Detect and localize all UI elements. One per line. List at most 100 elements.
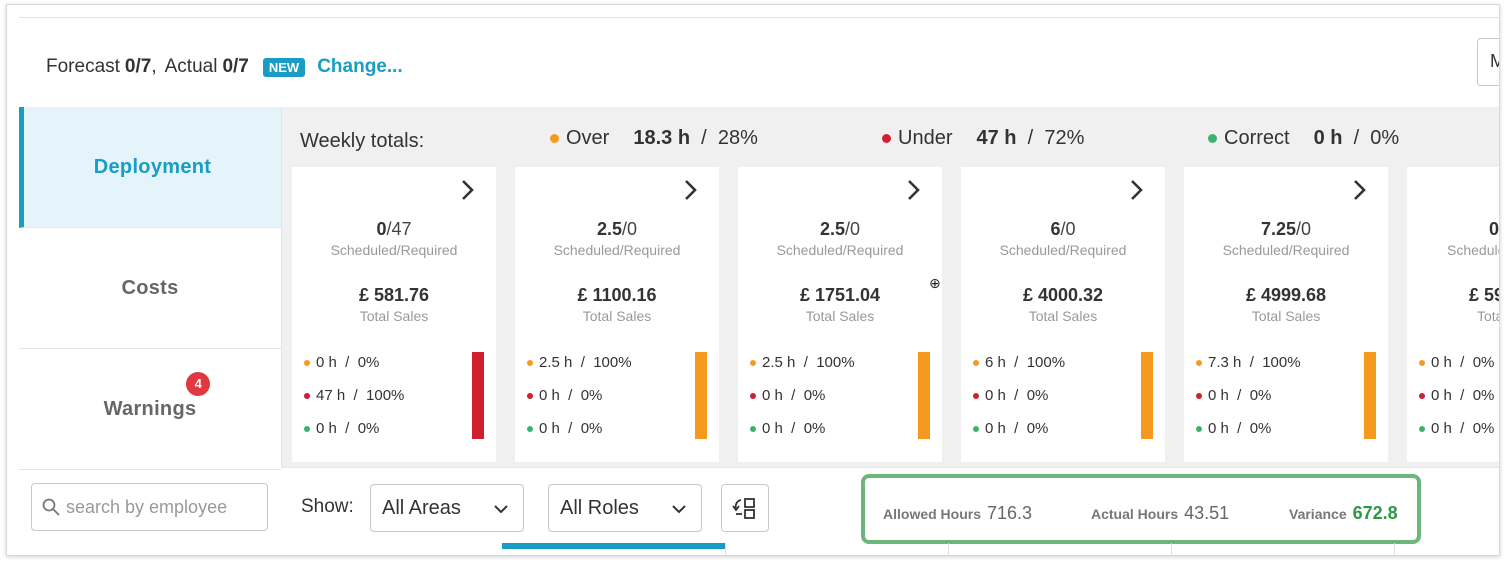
card-correct-row: 0 h / 0% xyxy=(527,420,602,437)
tab-warnings[interactable]: Warnings 4 xyxy=(19,349,281,470)
day-card[interactable]: 6/0 Scheduled/Required £ 4000.32 Total Sale… xyxy=(961,167,1165,462)
over-dot-icon xyxy=(527,359,533,366)
column-separator xyxy=(1394,543,1395,555)
day-card[interactable]: 2.5/0 Scheduled/Required £ 1100.16 Total Sa… xyxy=(515,167,719,462)
weekly-under-label: Under xyxy=(898,127,953,149)
card-under-row: 0 h / 0% xyxy=(1419,387,1494,404)
scheduled-required-label: Scheduled/Required xyxy=(1222,242,1350,258)
status-bar xyxy=(918,352,930,439)
over-dot-icon xyxy=(973,359,979,366)
card-over-row: 2.5 h / 100% xyxy=(750,354,855,371)
change-link[interactable]: Change... xyxy=(317,56,403,77)
scheduled-required-label: Schedule xyxy=(1447,242,1500,258)
scheduled-required-label: Scheduled/Required xyxy=(553,242,681,258)
over-dot-icon xyxy=(750,359,756,366)
status-bar xyxy=(1141,352,1153,439)
correct-dot-icon xyxy=(1208,134,1217,143)
allowed-hours-value: 716.3 xyxy=(987,503,1033,523)
total-sales: £ 4000.32 xyxy=(1022,285,1104,305)
weekly-correct-pct: 0% xyxy=(1370,127,1400,149)
status-bar xyxy=(695,352,707,439)
variance: Variance 672.8 xyxy=(1289,503,1398,524)
under-dot-icon xyxy=(750,392,756,399)
under-dot-icon xyxy=(304,392,310,399)
top-right-select[interactable]: M xyxy=(1477,38,1499,86)
total-sales: £ 581.76 xyxy=(358,285,430,305)
card-under-row: 0 h / 0% xyxy=(973,387,1048,404)
day-card[interactable]: 2.5/0 Scheduled/Required £ 1751.04 Total Sa… xyxy=(738,167,942,462)
search-input[interactable] xyxy=(66,496,256,518)
actual-hours: Actual Hours 43.51 xyxy=(1091,503,1229,524)
card-correct-row: 0 h / 0% xyxy=(1419,420,1494,437)
actual-hours-value: 43.51 xyxy=(1184,503,1230,523)
over-dot-icon xyxy=(550,134,559,143)
column-separator xyxy=(948,543,949,555)
under-dot-icon xyxy=(1419,392,1425,399)
correct-dot-icon xyxy=(973,425,979,432)
areas-select[interactable]: All Areas xyxy=(370,484,524,532)
total-sales: £ 59 xyxy=(1469,285,1499,305)
correct-dot-icon xyxy=(527,425,533,432)
card-correct-row: 0 h / 0% xyxy=(304,420,379,437)
forecast-value: 0/7 xyxy=(124,56,152,77)
weekly-over: Over 18.3 h / 28% xyxy=(550,127,758,150)
day-card[interactable]: 0 Schedule £ 59 Tota 0 h / 0% 0 h / 0% 0 h / 0… xyxy=(1407,167,1500,462)
active-day-indicator xyxy=(502,543,726,549)
warnings-count-badge: 4 xyxy=(186,371,211,396)
roles-select[interactable]: All Roles xyxy=(548,484,702,532)
weekly-over-pct: 28% xyxy=(717,127,758,149)
tab-deployment[interactable]: Deployment xyxy=(19,107,281,228)
scheduled-required: 7.25/0 xyxy=(1260,219,1312,239)
card-under-row: 0 h / 0% xyxy=(527,387,602,404)
total-sales: £ 1751.04 xyxy=(799,285,881,305)
scheduled-required-label: Scheduled/Required xyxy=(776,242,904,258)
over-dot-icon xyxy=(304,359,310,366)
scheduled-required: 0 xyxy=(1489,219,1500,239)
scheduled-required: 2.5/0 xyxy=(819,219,861,239)
crosshair-cursor-icon: ⊕ xyxy=(929,275,941,291)
show-label: Show: xyxy=(301,496,354,517)
weekly-under-pct: 72% xyxy=(1044,127,1085,149)
weekly-over-label: Over xyxy=(566,127,610,149)
card-under-row: 0 h / 0% xyxy=(1196,387,1271,404)
scheduled-required-label: Scheduled/Required xyxy=(330,242,458,258)
hours-summary-box: Allowed Hours 716.3 Actual Hours 43.51 V… xyxy=(861,474,1421,544)
forecast-summary: Forecast 0/7, Actual 0/7 NEW Change... xyxy=(46,56,403,77)
under-dot-icon xyxy=(527,392,533,399)
tab-costs[interactable]: Costs xyxy=(19,228,281,349)
actual-hours-label: Actual Hours xyxy=(1091,506,1179,522)
sidebar: Deployment Costs Warnings 4 xyxy=(19,107,281,555)
card-over-row: 7.3 h / 100% xyxy=(1196,354,1301,371)
weekly-under-hours: 47 h xyxy=(976,127,1017,149)
chevron-right-icon[interactable] xyxy=(904,177,924,203)
card-over-row: 0 h / 0% xyxy=(304,354,379,371)
card-under-row: 0 h / 0% xyxy=(750,387,825,404)
day-card[interactable]: 7.25/0 Scheduled/Required £ 4999.68 Total S… xyxy=(1184,167,1388,462)
weekly-panel: Weekly totals: Over 18.3 h / 28% Under 4… xyxy=(281,107,1500,467)
total-sales-label: Total Sales xyxy=(359,308,429,324)
card-under-row: 47 h / 100% xyxy=(304,387,404,404)
swap-view-icon xyxy=(732,498,755,519)
areas-select-value: All Areas xyxy=(382,496,461,519)
card-over-row: 2.5 h / 100% xyxy=(527,354,632,371)
chevron-right-icon[interactable] xyxy=(681,177,701,203)
chevron-down-icon xyxy=(494,505,508,514)
total-sales-label: Total Sales xyxy=(805,308,875,324)
top-divider xyxy=(19,17,1499,18)
total-sales-label: Total Sales xyxy=(1251,308,1321,324)
tab-deployment-label: Deployment xyxy=(93,155,212,178)
card-correct-row: 0 h / 0% xyxy=(1196,420,1271,437)
day-card[interactable]: 0/47 Scheduled/Required £ 581.76 Total Sale… xyxy=(292,167,496,462)
chevron-right-icon[interactable] xyxy=(1127,177,1147,203)
actual-value: 0/7 xyxy=(222,56,249,77)
correct-dot-icon xyxy=(304,425,310,432)
chevron-right-icon[interactable] xyxy=(458,177,478,203)
variance-value: 672.8 xyxy=(1352,503,1398,523)
correct-dot-icon xyxy=(1419,425,1425,432)
scheduled-required: 0/47 xyxy=(376,219,412,239)
chevron-right-icon[interactable] xyxy=(1350,177,1370,203)
swap-view-button[interactable] xyxy=(721,484,769,532)
scheduled-required: 2.5/0 xyxy=(596,219,638,239)
status-bar xyxy=(472,352,484,439)
weekly-correct-label: Correct xyxy=(1224,127,1290,149)
